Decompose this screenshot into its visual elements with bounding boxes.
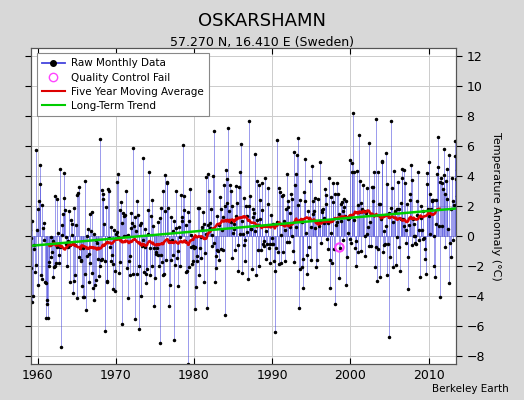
Legend: Raw Monthly Data, Quality Control Fail, Five Year Moving Average, Long-Term Tren: Raw Monthly Data, Quality Control Fail, … <box>37 53 209 116</box>
Text: 57.270 N, 16.410 E (Sweden): 57.270 N, 16.410 E (Sweden) <box>170 36 354 49</box>
Text: Berkeley Earth: Berkeley Earth <box>432 384 508 394</box>
Text: OSKARSHAMN: OSKARSHAMN <box>198 12 326 30</box>
Y-axis label: Temperature Anomaly (°C): Temperature Anomaly (°C) <box>492 132 501 280</box>
